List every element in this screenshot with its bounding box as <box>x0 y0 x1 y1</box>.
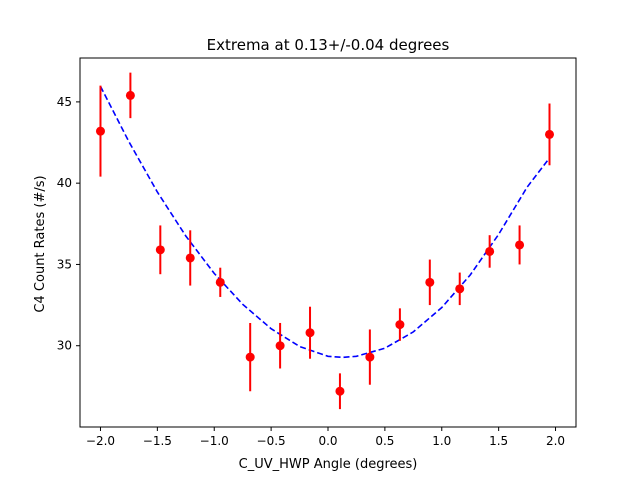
x-tick-label: −0.5 <box>257 434 286 448</box>
data-point <box>245 352 255 362</box>
data-point <box>425 277 435 287</box>
tick-layer: −2.0 −1.5 −1.0 −0.5 0.0 0.5 1.0 1.5 2.0 30 35 40 45 <box>57 95 565 448</box>
x-tick-label: −2.0 <box>86 434 115 448</box>
fit-curve-layer <box>99 86 551 359</box>
y-tick-label: 45 <box>57 95 72 109</box>
data-point <box>155 245 165 255</box>
y-tick-label: 30 <box>57 339 72 353</box>
data-point <box>515 240 525 250</box>
data-point <box>185 253 195 263</box>
data-point <box>95 126 105 136</box>
data-point <box>125 90 135 100</box>
data-point <box>395 320 405 330</box>
y-axis-label: C4 Count Rates (#/s) <box>33 175 48 312</box>
data-point <box>485 246 495 256</box>
x-tick-label: 0.0 <box>318 434 337 448</box>
errorbar-layer <box>99 72 551 410</box>
data-point-layer <box>95 90 554 396</box>
x-tick-label: 1.5 <box>489 434 508 448</box>
plot-frame <box>79 57 577 428</box>
data-point <box>365 352 375 362</box>
data-point <box>455 284 465 294</box>
data-point <box>305 328 315 338</box>
x-tick-label: 1.0 <box>432 434 451 448</box>
data-point <box>275 341 285 351</box>
x-tick-label: −1.5 <box>143 434 172 448</box>
fit-curve <box>99 86 551 359</box>
data-point <box>335 386 345 396</box>
x-axis-label: C_UV_HWP Angle (degrees) <box>239 457 418 472</box>
y-tick-label: 35 <box>57 257 72 271</box>
x-tick-label: 2.0 <box>546 434 565 448</box>
y-tick-label: 40 <box>57 176 72 190</box>
chart-title: Extrema at 0.13+/-0.04 degrees <box>207 36 450 54</box>
data-point <box>215 277 225 287</box>
x-tick-label: 0.5 <box>375 434 394 448</box>
x-tick-label: −1.0 <box>200 434 229 448</box>
data-point <box>544 129 554 139</box>
